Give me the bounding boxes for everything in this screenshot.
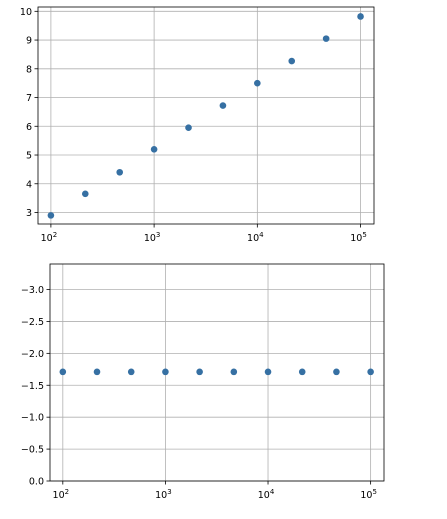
data-point <box>185 124 192 132</box>
data-point <box>254 79 261 87</box>
data-point <box>116 168 124 176</box>
plot-frame <box>49 263 385 482</box>
y-tick-label: −0.5 <box>21 445 44 456</box>
data-point <box>357 13 364 20</box>
y-tick-label: 10 <box>20 7 32 18</box>
data-point <box>150 145 158 153</box>
chart-panel-2: 102 103 104 105 −3.0 −2.5 −2.0 −1.5 −1.0 −0.5 0.0 <box>21 263 385 501</box>
x-tick-label: 105 <box>350 231 367 244</box>
y-tick-label: −1.5 <box>21 381 44 392</box>
y-tick-label: −3.0 <box>21 285 44 296</box>
y-tick-label: 5 <box>26 151 32 162</box>
x-tick-label: 104 <box>258 488 275 501</box>
x-tick-label: 104 <box>247 231 264 244</box>
y-tick-label: 9 <box>26 36 32 47</box>
y-tick-label: 0.0 <box>29 477 44 488</box>
data-point <box>322 35 330 42</box>
data-point <box>298 368 306 376</box>
data-point <box>93 368 101 376</box>
data-point <box>59 368 67 376</box>
plot-frame <box>37 6 375 225</box>
x-tick-label: 102 <box>53 488 70 501</box>
data-point <box>367 368 374 376</box>
y-tick-label: −2.0 <box>21 349 44 360</box>
y-tick-label: −2.5 <box>21 317 44 328</box>
x-tick-label: 102 <box>41 231 58 244</box>
y-tick-label: 8 <box>26 64 32 75</box>
y-tick-label: 4 <box>26 179 32 190</box>
x-tick-label: 103 <box>144 231 161 244</box>
data-point <box>219 102 227 109</box>
data-point <box>333 368 340 376</box>
x-tick-label: 103 <box>155 488 172 501</box>
data-point <box>162 368 169 376</box>
data-point <box>264 368 272 376</box>
data-point <box>230 368 238 376</box>
data-point <box>196 368 203 376</box>
data-point <box>81 190 89 198</box>
x-tick-label: 105 <box>360 488 377 501</box>
chart-panel-1: 102 103 104 105 3 4 5 6 7 8 9 10 <box>20 6 375 244</box>
data-point <box>127 368 135 376</box>
y-tick-label: 6 <box>26 122 32 133</box>
y-tick-label: 7 <box>26 93 32 104</box>
data-point <box>288 57 296 65</box>
y-tick-label: −1.0 <box>21 413 44 424</box>
y-tick-label: 3 <box>26 208 32 219</box>
data-point <box>47 212 55 219</box>
